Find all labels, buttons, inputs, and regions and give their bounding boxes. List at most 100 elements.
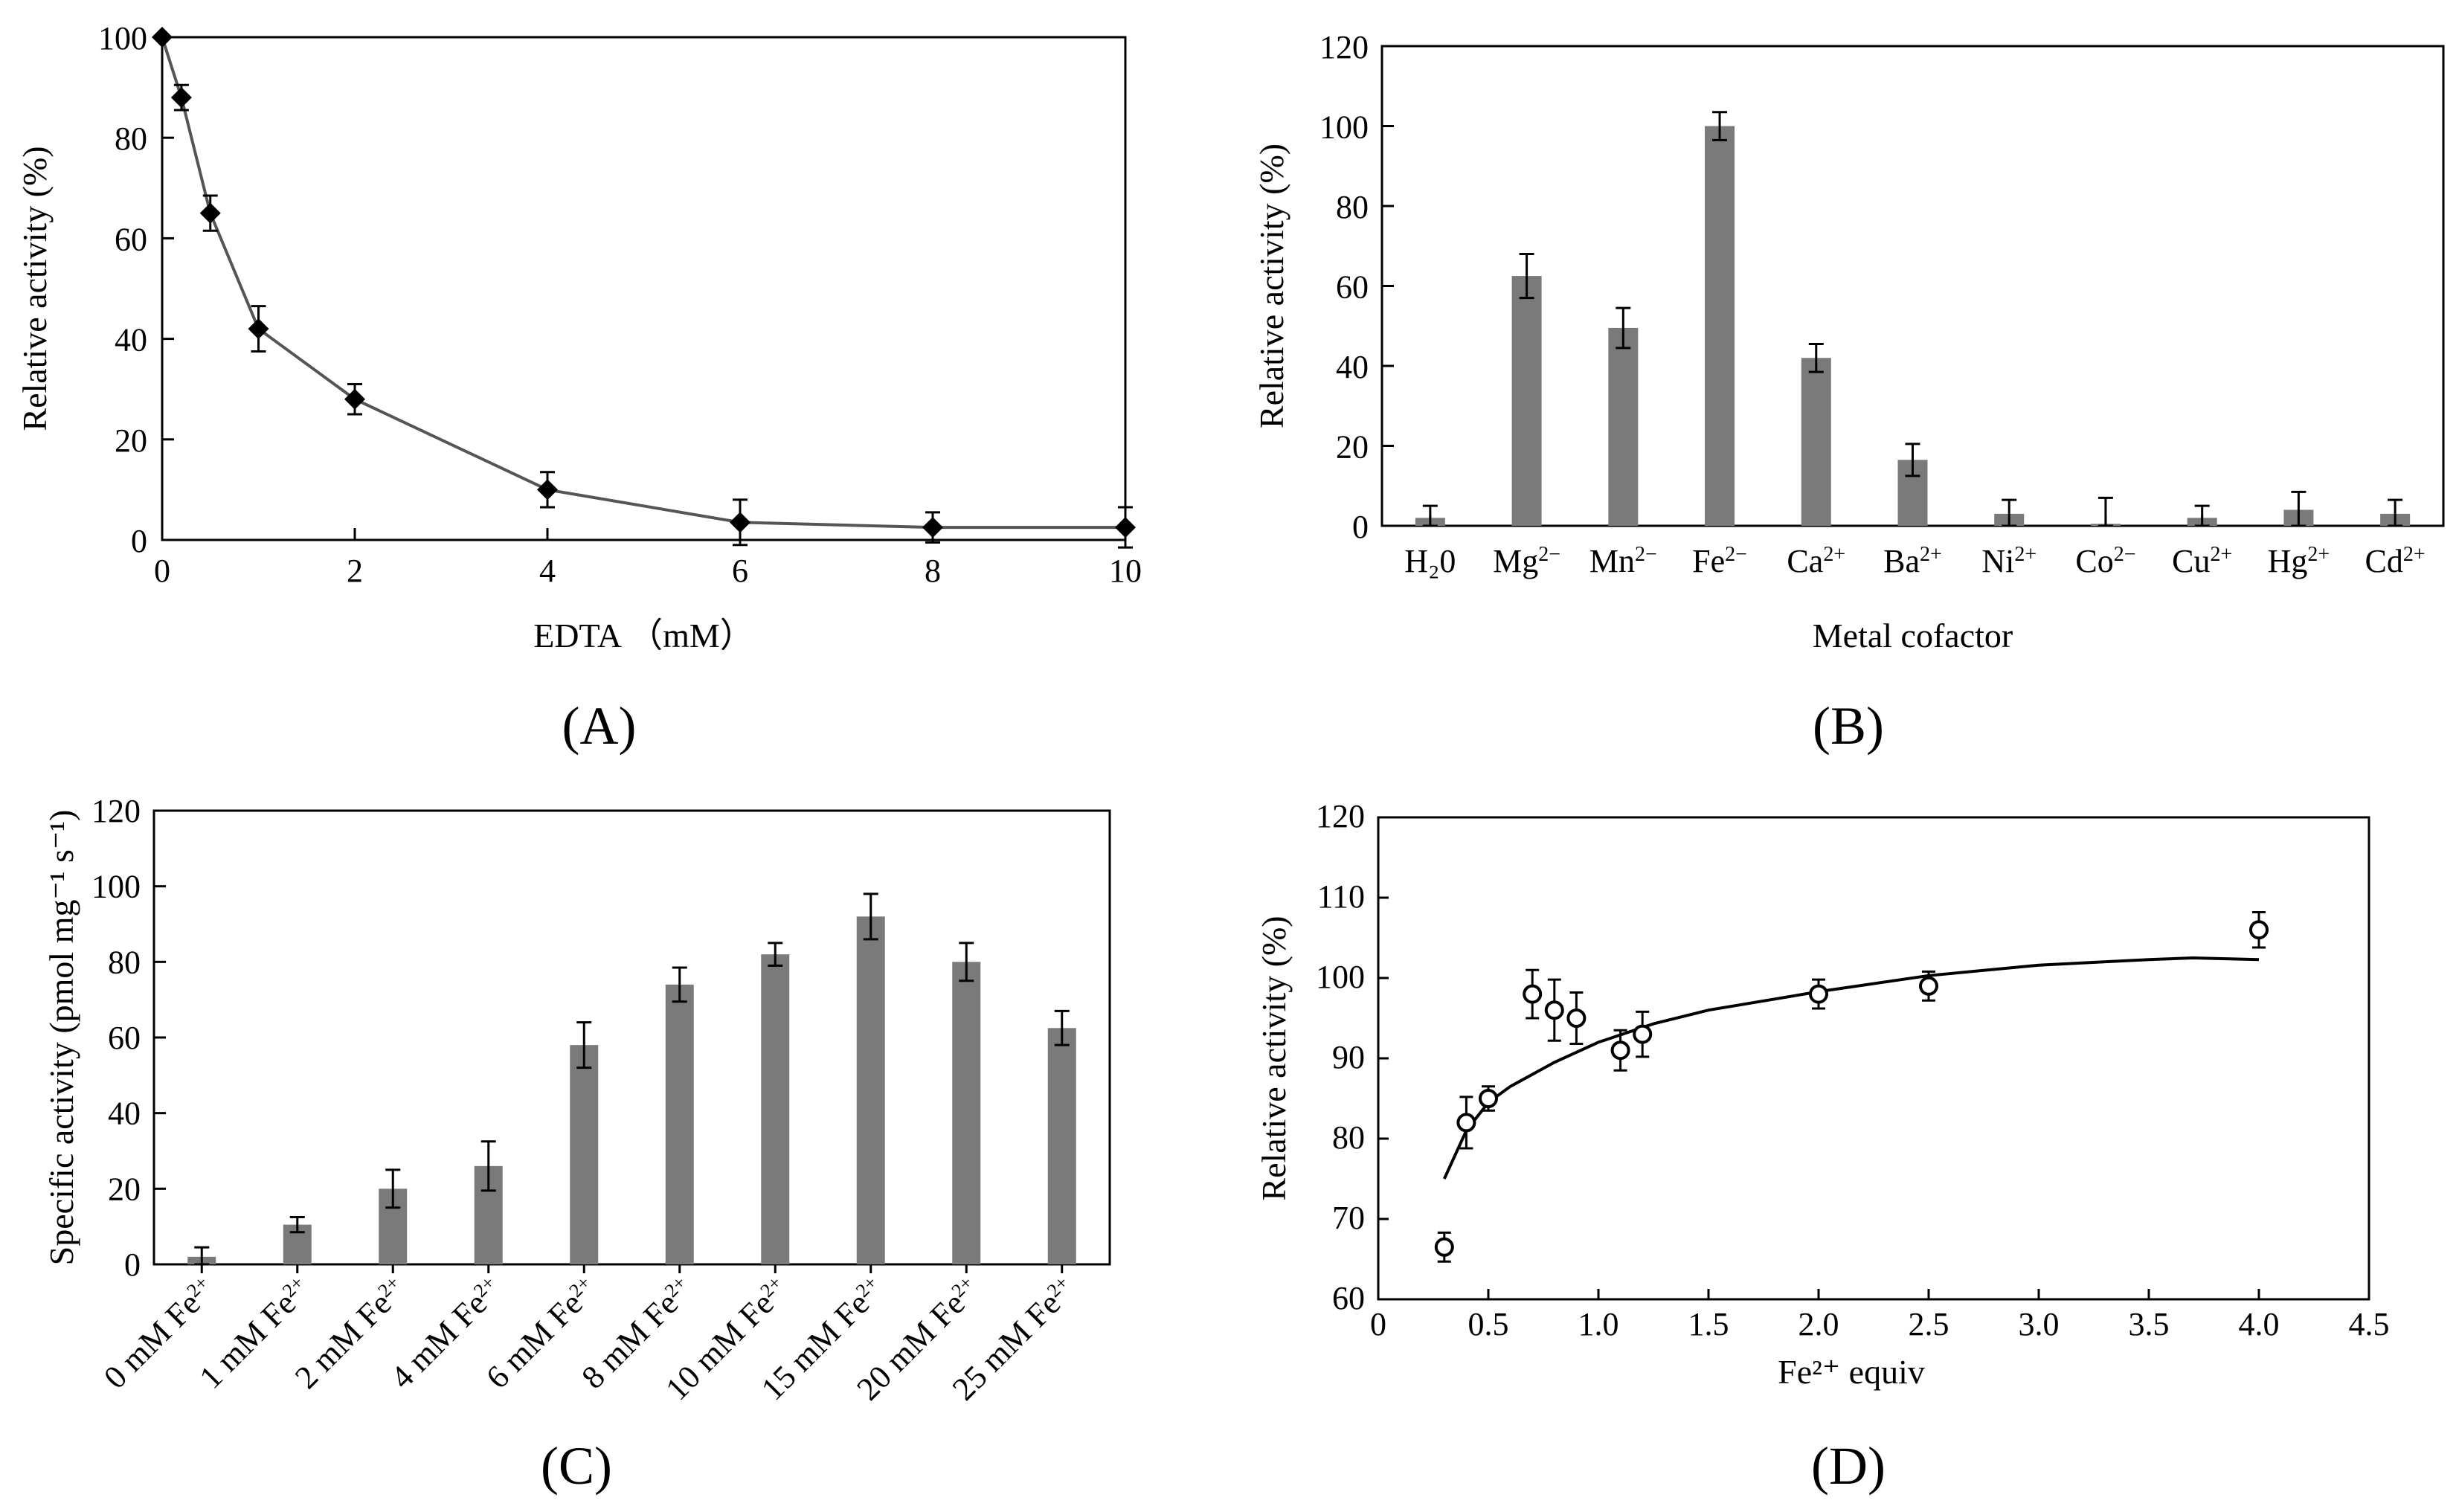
chart-d-xtick-label: 1.0 [1578,1306,1619,1342]
chart-b-category-label-base: Co [2075,543,2113,579]
chart-d-point [1610,1040,1630,1061]
chart-b-category-label-sup: 2+ [2210,543,2232,566]
chart-b-category-label-sup: 2− [1725,543,1747,566]
chart-d-panel-label: (D) [1811,1436,1886,1496]
chart-d-ytick-label: 110 [1317,878,1365,915]
chart-b-category-label-base: Cu [2172,543,2210,579]
chart-c-category-label-base: 2 mM Fe [288,1285,399,1396]
chart-a-ytick-label: 60 [115,221,147,257]
chart-c-ytick-label: 40 [108,1096,141,1132]
chart-b-ytick-label: 0 [1352,509,1369,545]
chart-b-category-label-sup: 2+ [2307,543,2330,566]
chart-b-category-label: Hg2+ [2268,543,2330,580]
chart-b-category-label: Fe2− [1692,543,1747,580]
chart-d-ytick-label: 120 [1316,798,1365,834]
chart-d-ytick-label: 90 [1332,1039,1365,1075]
chart-b-bar [1608,327,1639,526]
chart-a-point [537,479,558,501]
chart-b-category-label-base: Cd [2365,543,2403,579]
chart-d-xtick-label: 2.0 [1798,1306,1839,1342]
chart-d-frame [1377,816,2370,1301]
chart-a-frame [161,36,1127,541]
chart-c-panel-label: (C) [541,1436,612,1496]
chart-a-xtick-label: 2 [347,553,363,589]
chart-a-ytick-label: 20 [115,422,147,459]
chart-b-ytick-label: 20 [1336,429,1369,466]
chart-c-category-label-base: 6 mM Fe [479,1285,590,1396]
chart-c-ytick-label: 100 [91,869,141,905]
chart-a-point [344,388,365,410]
chart-d-point [1566,1008,1587,1028]
chart-b-category-label: Co2− [2075,543,2135,580]
chart-b-category-label-base: Fe [1692,543,1725,579]
chart-a-ytick-label: 0 [131,523,147,559]
chart-c-ylabel: Specific activity (pmol mg⁻¹ s⁻¹) [42,810,80,1266]
chart-b-bar [1705,126,1735,526]
chart-d-ytick-label: 70 [1332,1200,1365,1236]
chart-b-category-label: Ni2+ [1981,543,2037,580]
chart-d-point [1809,984,1828,1004]
chart-c-ytick-label: 120 [91,793,141,829]
chart-d-xtick-label: 3.5 [2129,1306,2170,1342]
chart-c-bar [856,916,885,1264]
chart-b-category-label-sup: 2+ [1823,543,1845,566]
chart-a-point [199,202,221,224]
chart-b-ytick-label: 80 [1336,189,1369,225]
chart-a-xtick-label: 0 [154,553,170,589]
chart-b-panel-label: (B) [1813,696,1884,756]
chart-a: 0 20 40 60 80 100 0 2 4 6 8 10 EDTA （mM） Relative act… [16,20,1142,756]
chart-b-category-label: Ca2+ [1787,543,1845,580]
chart-c-ytick-label: 80 [108,944,141,980]
chart-c-ytick-label: 60 [108,1020,141,1056]
chart-d-xtick-label: 4.5 [2349,1306,2390,1342]
chart-a-point [152,27,173,48]
chart-b-bar [1801,358,1831,526]
chart-b-category-label-sup: 2− [1538,543,1560,566]
chart-b-ylabel: Relative activity (%) [1253,144,1290,428]
chart-a-xtick-label: 4 [539,553,556,589]
chart-a-xtick-label: 6 [732,553,748,589]
chart-a-point [730,512,750,533]
chart-d-point [1479,1089,1498,1108]
chart-a-ylabel: Relative activity (%) [16,146,54,431]
chart-d-point [1919,976,1938,996]
chart-d-xtick-label: 2.5 [1909,1306,1949,1342]
chart-a-ytick-label: 100 [98,20,147,57]
chart-d-point [1434,1237,1454,1257]
chart-a-xtick-label: 8 [925,553,941,589]
chart-c-bar [761,954,790,1264]
chart-c-category-label-base: 4 mM Fe [384,1285,495,1396]
chart-c-bar [665,984,694,1264]
chart-b-bar [1511,276,1542,526]
chart-c-ytick-label: 0 [124,1246,141,1283]
chart-b-category-label: Mn2− [1589,543,1657,580]
chart-b-ytick-label: 40 [1336,349,1369,385]
chart-b-category-label-sup: 2+ [2014,543,2037,566]
chart-a-point [1115,517,1136,538]
chart-b-category-label-base: Ca [1787,543,1823,579]
chart-c-ytick-label: 20 [108,1171,141,1207]
chart-a-point [248,318,269,340]
chart-b-category-label: Ba2+ [1883,543,1942,580]
chart-d-point [2249,920,2269,940]
chart-b-ytick-label: 120 [1319,29,1369,65]
chart-d-xtick-label: 0 [1370,1306,1386,1342]
chart-b-category-label-sup: 2− [2114,543,2136,566]
chart-d-ytick-label: 100 [1316,959,1365,995]
chart-d-point [1523,984,1543,1004]
chart-d-point [1633,1024,1653,1044]
chart-b-ytick-label: 60 [1336,269,1369,306]
chart-d-point [1456,1113,1476,1133]
chart-d-xtick-label: 4.0 [2239,1306,2280,1342]
chart-b-category-label-sup: 2+ [2403,543,2426,566]
chart-d-ytick-label: 80 [1332,1119,1365,1156]
chart-a-xtick-label: 10 [1109,553,1142,589]
chart-b-category-label-base: Mg [1493,543,1538,579]
chart-d-point [1544,1000,1564,1020]
chart-d-fit-curve [1442,956,2260,1180]
chart-a-point [922,517,943,538]
chart-d-xtick-label: 0.5 [1468,1306,1509,1342]
chart-a-panel-label: (A) [562,696,637,756]
